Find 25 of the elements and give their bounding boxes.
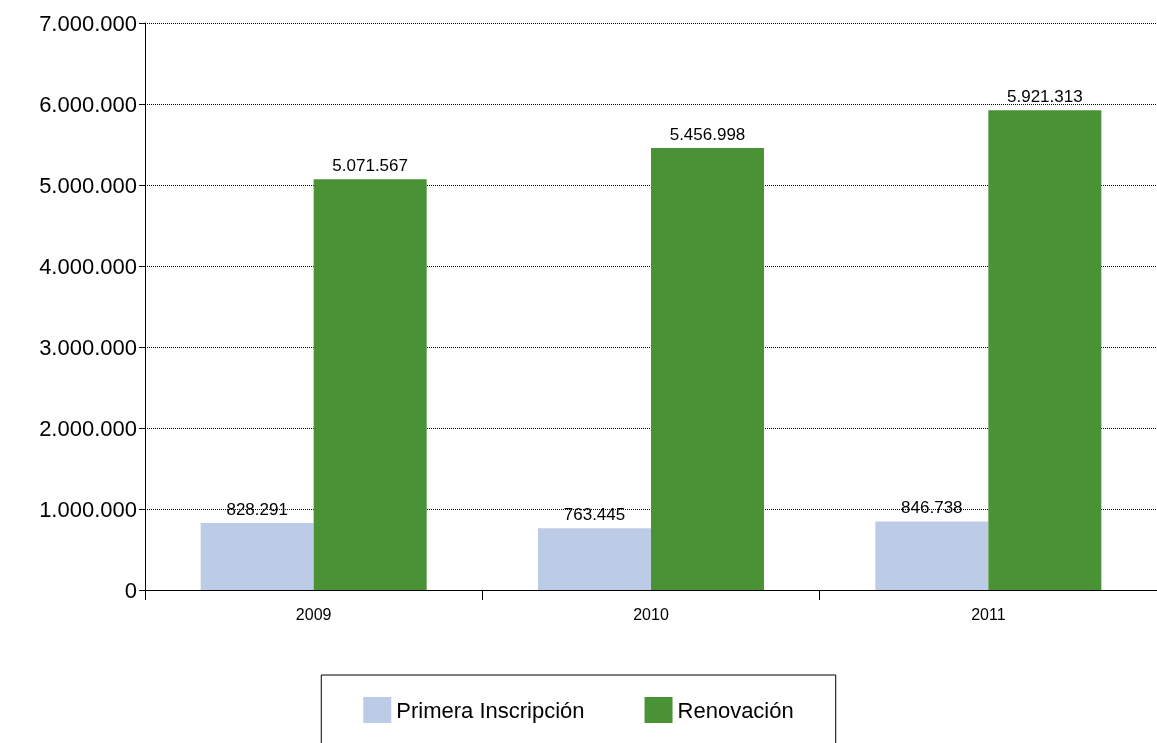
x-tick-label: 2011 [971, 605, 1006, 623]
y-tick-label: 4.000.000 [39, 253, 137, 279]
legend-label: Renovación [677, 697, 794, 723]
bar [537, 528, 651, 590]
y-tick-label: 2.000.000 [39, 415, 137, 441]
data-label: 5.071.567 [332, 156, 408, 176]
data-label: 828.291 [226, 499, 288, 519]
y-tick-label: 7.000.000 [39, 10, 137, 36]
bar [651, 147, 765, 590]
data-label: 5.456.998 [669, 124, 746, 144]
bar [988, 110, 1102, 590]
bar [313, 179, 427, 590]
y-tick-label: 5.000.000 [39, 172, 137, 198]
y-tick-label: 3.000.000 [39, 334, 137, 360]
x-tick-label: 2009 [295, 605, 332, 623]
bar [200, 522, 314, 590]
y-tick-label: 6.000.000 [39, 91, 137, 117]
data-label: 763.445 [563, 505, 626, 525]
y-tick-label: 1.000.000 [39, 496, 137, 522]
x-tick-label: 2010 [633, 605, 669, 623]
bar [875, 521, 989, 590]
data-label: 5.921.313 [1007, 87, 1083, 107]
data-label: 846.738 [901, 498, 963, 518]
legend-label: Primera Inscripción [396, 697, 585, 723]
y-tick-label: 0 [124, 577, 137, 603]
